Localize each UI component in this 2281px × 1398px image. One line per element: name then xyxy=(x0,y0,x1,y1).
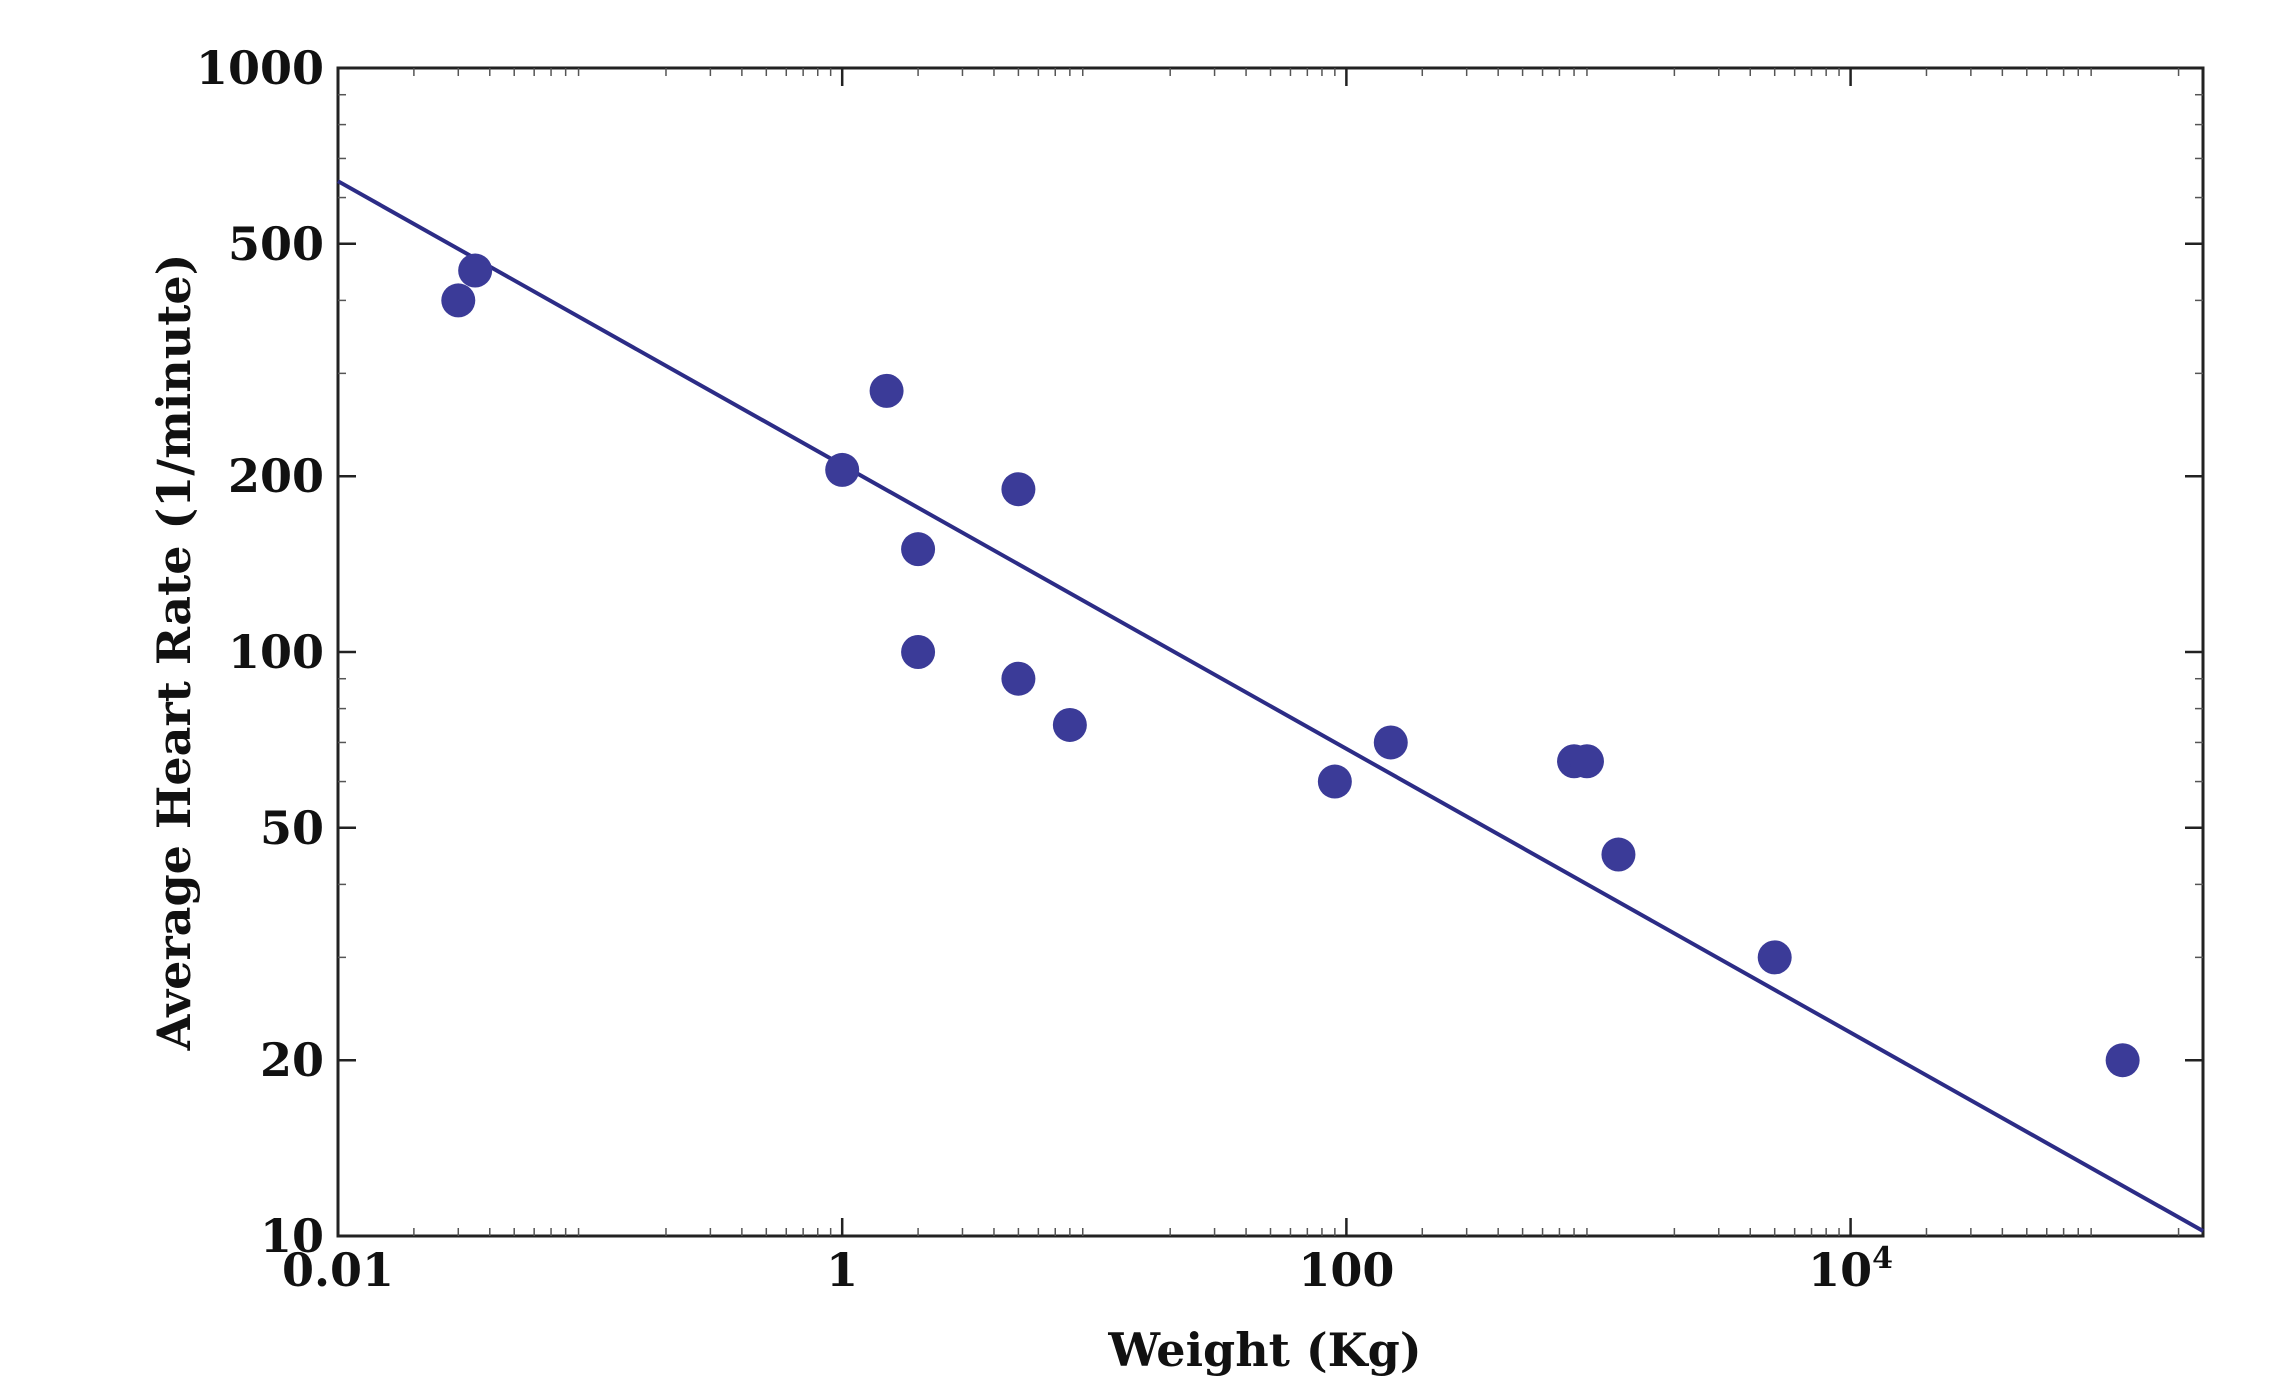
data-point xyxy=(458,253,493,288)
data-point xyxy=(825,452,860,487)
data-point xyxy=(441,283,476,318)
data-point xyxy=(1052,707,1087,742)
data-point xyxy=(901,635,936,669)
data-point xyxy=(901,532,936,567)
y-tick-label: 1000 xyxy=(196,41,324,95)
x-tick-label: 0.01 xyxy=(282,1243,394,1297)
data-point xyxy=(869,373,904,408)
data-point xyxy=(1569,744,1604,779)
x-axis-label: Weight (Kg) xyxy=(1107,1323,1421,1377)
data-point xyxy=(1001,661,1036,696)
tick-labels: 0.01 1 100 104 10 20 50 100 200 500 1000 xyxy=(196,41,1893,1297)
data-point xyxy=(1601,837,1636,872)
y-tick-label: 10 xyxy=(260,1209,324,1263)
data-point xyxy=(1373,725,1408,760)
x-tick-label: 104 xyxy=(1808,1241,1893,1297)
data-point xyxy=(2105,1043,2140,1078)
data-point xyxy=(1317,764,1352,799)
data-point xyxy=(1001,472,1036,507)
axis-ticks xyxy=(336,66,2203,1238)
y-tick-label: 20 xyxy=(260,1033,324,1087)
y-tick-label: 100 xyxy=(228,625,324,679)
y-tick-label: 50 xyxy=(260,801,324,855)
fit-line xyxy=(337,179,2204,1233)
data-points xyxy=(441,253,2140,1078)
y-axis-label: Average Heart Rate (1/minute) xyxy=(147,254,201,1052)
data-point xyxy=(1757,940,1792,975)
x-tick-label: 1 xyxy=(826,1243,858,1297)
x-tick-label: 100 xyxy=(1298,1243,1394,1297)
y-tick-label: 200 xyxy=(228,449,324,503)
plot-frame xyxy=(336,66,2205,1238)
y-tick-label: 500 xyxy=(228,217,324,271)
